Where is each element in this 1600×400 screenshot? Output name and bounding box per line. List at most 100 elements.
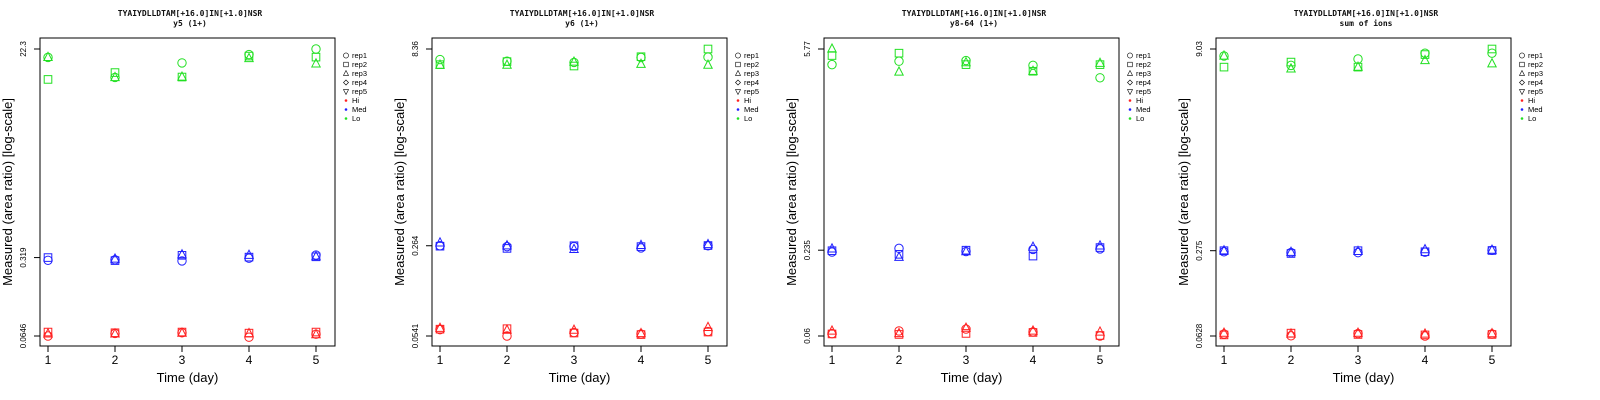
- legend-symbol-rep4: [343, 79, 349, 86]
- data-point-lo-rep3: [960, 56, 972, 67]
- data-point-hi-rep3: [1285, 327, 1297, 338]
- data-point-med-rep2: [1028, 251, 1038, 261]
- y-tick-label: 0.0646: [19, 323, 28, 348]
- data-point-med-rep3: [1486, 243, 1498, 254]
- data-point-med-rep3: [568, 243, 580, 253]
- data-point-hi-rep2: [636, 330, 646, 339]
- x-tick-label: 3: [1355, 353, 1362, 367]
- legend-label: Hi: [1528, 96, 1535, 105]
- data-point-lo-rep1: [244, 49, 254, 60]
- y-tick-label: 5.77: [803, 41, 812, 57]
- legend-label: Med: [744, 105, 759, 114]
- legend-label: rep5: [744, 87, 759, 96]
- legend-dot-lo: [1520, 117, 1524, 120]
- data-point-lo-rep1: [827, 59, 837, 70]
- legend-label: rep1: [352, 51, 367, 60]
- data-point-hi-rep3: [109, 327, 121, 338]
- data-point-hi-rep2: [961, 329, 971, 338]
- data-point-lo-rep1: [177, 58, 187, 68]
- x-axis-label: Time (day): [941, 370, 1003, 385]
- data-point-lo-rep3: [243, 52, 255, 63]
- legend-label: rep2: [1528, 60, 1543, 69]
- x-tick-label: 3: [179, 353, 186, 367]
- legend-dot-med: [1128, 108, 1132, 111]
- data-point-med-rep3: [960, 245, 972, 256]
- legend-label: rep4: [1528, 78, 1543, 87]
- legend-label: rep1: [744, 51, 759, 60]
- data-point-hi-rep3: [1352, 327, 1364, 337]
- data-point-lo-rep2: [1095, 60, 1105, 69]
- data-point-med-rep3: [109, 252, 121, 263]
- data-point-lo-rep3: [702, 59, 714, 69]
- chart-subtitle: sum of ions: [1340, 18, 1393, 28]
- legend-symbol-rep3: [342, 69, 350, 76]
- legend-symbol-rep2: [1519, 61, 1525, 68]
- data-point-lo-rep3: [1419, 54, 1431, 65]
- legend-label: rep4: [1136, 78, 1151, 87]
- data-point-med-rep3: [1027, 240, 1039, 251]
- data-point-med-rep2: [569, 241, 579, 251]
- data-point-hi-rep3: [501, 324, 513, 334]
- x-tick-label: 3: [963, 353, 970, 367]
- data-point-hi-rep3: [1094, 325, 1106, 336]
- legend-symbol-rep1: [1519, 52, 1525, 59]
- legend-symbol-rep2: [735, 61, 741, 68]
- data-point-hi-rep3: [42, 327, 54, 338]
- legend-dot-hi: [344, 99, 348, 102]
- x-axis-label: Time (day): [157, 370, 219, 385]
- chart-title: TYAIYDLLDTAM[+16.0]IN[+1.0]NSR: [118, 9, 263, 18]
- data-point-hi-rep3: [176, 327, 188, 337]
- data-point-med-rep2: [311, 252, 321, 262]
- legend-label: rep4: [744, 78, 759, 87]
- data-point-lo-rep3: [893, 65, 905, 76]
- data-point-hi-rep2: [435, 324, 445, 334]
- x-tick-label: 4: [1030, 353, 1037, 367]
- x-tick-label: 5: [1097, 353, 1104, 367]
- data-point-med-rep2: [1487, 246, 1497, 255]
- data-point-lo-rep2: [177, 72, 187, 82]
- legend-label: rep3: [1136, 69, 1151, 78]
- legend-label: Lo: [1528, 114, 1536, 123]
- data-point-hi-rep3: [1027, 324, 1039, 335]
- data-point-lo-rep3: [1218, 49, 1230, 60]
- data-point-med-rep3: [702, 238, 714, 249]
- data-point-hi-rep3: [568, 324, 580, 334]
- x-tick-label: 1: [1221, 353, 1228, 367]
- data-point-lo-rep3: [568, 55, 580, 66]
- data-point-lo-rep2: [43, 75, 53, 84]
- data-point-lo-rep2: [703, 44, 713, 54]
- legend-symbol-rep1: [343, 52, 349, 59]
- legend-label: rep5: [352, 87, 367, 96]
- data-point-hi-rep1: [961, 324, 971, 334]
- data-point-lo-rep2: [1219, 62, 1229, 72]
- data-point-lo-rep3: [42, 51, 54, 62]
- data-point-lo-rep2: [1353, 62, 1363, 72]
- y-axis-label: Measured (area ratio) [log-scale]: [0, 98, 15, 286]
- legend-label: Med: [1136, 105, 1151, 114]
- legend-label: rep5: [1136, 87, 1151, 96]
- y-tick-label: 0.235: [803, 240, 812, 261]
- data-point-hi-rep3: [243, 327, 255, 338]
- plot-frame: [823, 37, 1120, 347]
- legend-label: Med: [352, 105, 367, 114]
- legend-dot-med: [344, 108, 348, 111]
- legend-label: rep2: [1136, 60, 1151, 69]
- data-point-lo-rep2: [244, 51, 254, 61]
- legend-label: Lo: [352, 114, 360, 123]
- legend-symbol-rep1: [1127, 52, 1133, 59]
- data-point-lo-rep2: [827, 51, 837, 60]
- data-point-lo-rep2: [1420, 50, 1430, 59]
- y-tick-label: 0.275: [1195, 240, 1204, 261]
- x-tick-label: 1: [437, 353, 444, 367]
- data-point-lo-rep2: [502, 57, 512, 66]
- data-point-med-rep3: [434, 236, 446, 247]
- data-point-med-rep3: [1285, 246, 1297, 256]
- y-tick-label: 0.319: [19, 247, 28, 268]
- legend-symbol-rep3: [1126, 69, 1134, 76]
- data-point-lo-rep2: [1028, 66, 1038, 76]
- chart-title: TYAIYDLLDTAM[+16.0]IN[+1.0]NSR: [510, 9, 655, 18]
- x-tick-label: 2: [1288, 353, 1295, 367]
- chart-subtitle: y5 (1+): [173, 19, 207, 28]
